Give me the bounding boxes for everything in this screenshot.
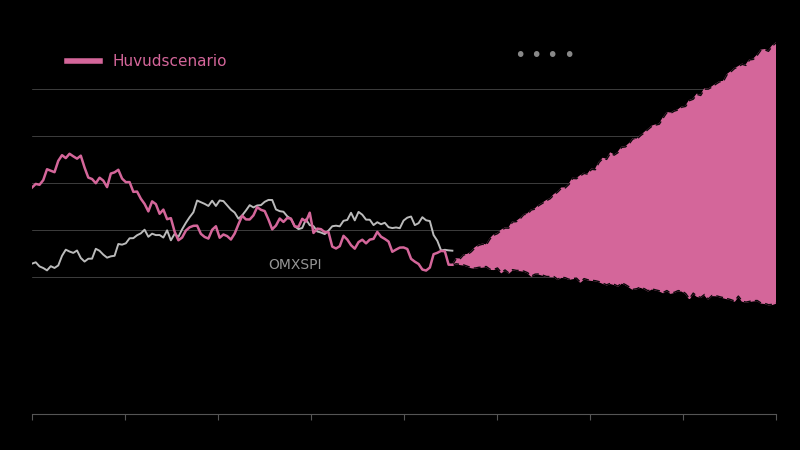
Polygon shape [452, 43, 776, 305]
Text: •: • [514, 46, 525, 65]
Text: •: • [546, 46, 558, 65]
Text: •: • [562, 46, 574, 65]
Text: OMXSPI: OMXSPI [268, 257, 322, 272]
Text: •: • [530, 46, 542, 65]
Legend: Huvudscenario: Huvudscenario [54, 42, 239, 81]
